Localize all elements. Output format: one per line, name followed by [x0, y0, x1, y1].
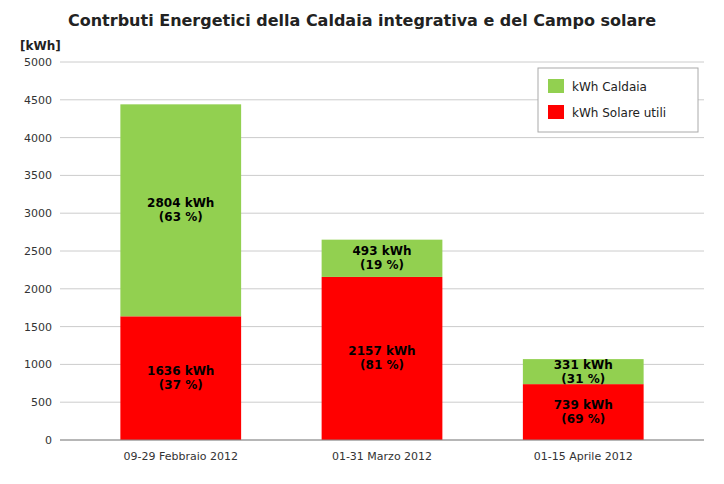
y-tick-label: 1500 — [24, 321, 52, 334]
grid-line — [60, 440, 704, 441]
y-tick-label: 0 — [45, 434, 52, 447]
share-label: (63 %) — [159, 210, 203, 224]
share-label: (31 %) — [561, 372, 605, 386]
grid-line — [60, 62, 704, 63]
data-label: 2157 kWh — [348, 344, 415, 358]
legend: kWh Caldaia kWh Solare utili — [538, 68, 698, 132]
data-label: 1636 kWh — [147, 364, 214, 378]
data-label: 2804 kWh — [147, 196, 214, 210]
share-label: (69 %) — [561, 412, 605, 426]
chart: Contrbuti Energetici della Caldaia integ… — [0, 0, 724, 484]
y-tick-label: 2500 — [24, 245, 52, 258]
data-labels: 1636 kWh(37 %) 2804 kWh(63 %) 2157 kWh(81 … — [147, 196, 613, 426]
data-label: 493 kWh — [353, 244, 412, 258]
bar — [120, 104, 241, 316]
x-axis-line — [60, 440, 704, 441]
bar — [523, 384, 644, 440]
bar — [322, 240, 443, 277]
y-tick-label: 2000 — [24, 283, 52, 296]
y-axis-label: [kWh] — [20, 39, 61, 53]
data-label: 331 kWh — [554, 358, 613, 372]
share-label: (37 %) — [159, 378, 203, 392]
data-label: 739 kWh — [554, 398, 613, 412]
bar — [322, 277, 443, 440]
legend-label: kWh Caldaia — [572, 80, 647, 94]
x-tick-label: 01-31 Marzo 2012 — [332, 450, 432, 463]
x-tick-label: 09-29 Febbraio 2012 — [124, 450, 238, 463]
y-tick-label: 3500 — [24, 169, 52, 182]
share-label: (19 %) — [360, 258, 404, 272]
grid — [60, 62, 704, 440]
y-tick-label: 500 — [31, 396, 52, 409]
share-label: (81 %) — [360, 358, 404, 372]
y-tick-label: 5000 — [24, 56, 52, 69]
legend-swatch — [548, 79, 564, 93]
legend-label: kWh Solare utili — [572, 106, 666, 120]
y-tick-label: 1000 — [24, 358, 52, 371]
legend-box — [538, 68, 698, 132]
legend-swatch — [548, 105, 564, 119]
y-tick-label: 4500 — [24, 94, 52, 107]
y-tick-label: 3000 — [24, 207, 52, 220]
title: Contrbuti Energetici della Caldaia integ… — [68, 11, 656, 30]
bars — [120, 104, 643, 440]
x-tick-label: 01-15 Aprile 2012 — [534, 450, 633, 463]
y-tick-label: 4000 — [24, 132, 52, 145]
bar — [120, 316, 241, 440]
